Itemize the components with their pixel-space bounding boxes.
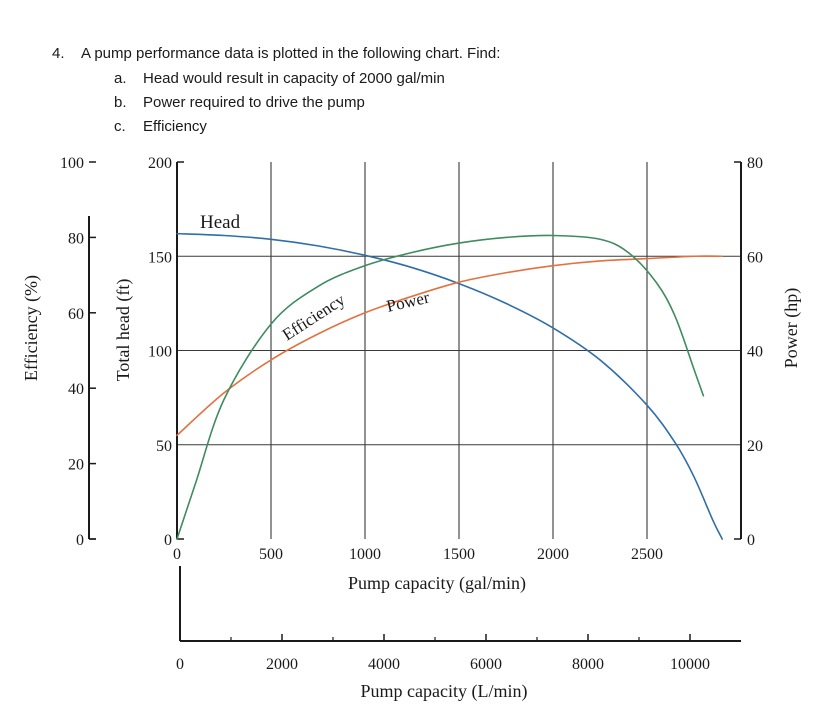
power-tick-label: 20 (747, 438, 763, 455)
x2-tick-label: 8000 (572, 656, 604, 673)
x2-tick-label: 10000 (670, 656, 710, 673)
axes (88, 161, 742, 642)
x-tick-label: 0 (173, 546, 181, 563)
x2-tick-label: 0 (176, 656, 184, 673)
x-tick-label: 2500 (631, 546, 663, 563)
x-tick-label: 1000 (349, 546, 381, 563)
efficiency-axis-title: Efficiency (%) (21, 275, 42, 381)
head-tick-label: 200 (148, 155, 172, 172)
power-axis-title: Power (hp) (781, 288, 802, 368)
efficiency-tick-label: 0 (76, 532, 84, 549)
power-tick-label: 80 (747, 155, 763, 172)
question-number: 4. (52, 45, 65, 62)
question-prompt: A pump performance data is plotted in th… (81, 45, 501, 62)
head-tick-label: 0 (164, 532, 172, 549)
power-series-label: Power (385, 288, 432, 316)
efficiency-tick-label: 100 (60, 155, 84, 172)
grid (177, 162, 741, 539)
head-tick-label: 100 (148, 344, 172, 361)
item-text-c: Efficiency (143, 118, 207, 135)
item-marker-c: c. (114, 118, 126, 135)
x2-tick-label: 2000 (266, 656, 298, 673)
power-tick-label: 0 (747, 532, 755, 549)
x-tick-label: 500 (259, 546, 283, 563)
x2-tick-label: 4000 (368, 656, 400, 673)
head-curve (176, 232, 723, 540)
efficiency-curve (176, 234, 705, 540)
head-tick-label: 50 (156, 438, 172, 455)
head-tick-label: 150 (148, 249, 172, 266)
efficiency-tick-label: 40 (68, 381, 84, 398)
x-axis-title: Pump capacity (gal/min) (348, 573, 526, 594)
item-marker-b: b. (114, 94, 127, 111)
tick-marks (89, 161, 691, 641)
item-text-a: Head would result in capacity of 2000 ga… (143, 70, 445, 87)
efficiency-tick-label: 60 (68, 306, 84, 323)
item-marker-a: a. (114, 70, 127, 87)
power-tick-label: 60 (747, 249, 763, 266)
head-axis-title: Total head (ft) (113, 279, 134, 382)
x2-axis-title: Pump capacity (L/min) (361, 681, 528, 702)
efficiency-tick-label: 20 (68, 457, 84, 474)
efficiency-tick-label: 80 (68, 230, 84, 247)
x-tick-label: 2000 (537, 546, 569, 563)
item-text-b: Power required to drive the pump (143, 94, 365, 111)
series (176, 232, 723, 540)
head-series-label: Head (200, 212, 241, 233)
power-curve (176, 255, 723, 437)
power-tick-label: 40 (747, 344, 763, 361)
x-tick-label: 1500 (443, 546, 475, 563)
x2-tick-label: 6000 (470, 656, 502, 673)
